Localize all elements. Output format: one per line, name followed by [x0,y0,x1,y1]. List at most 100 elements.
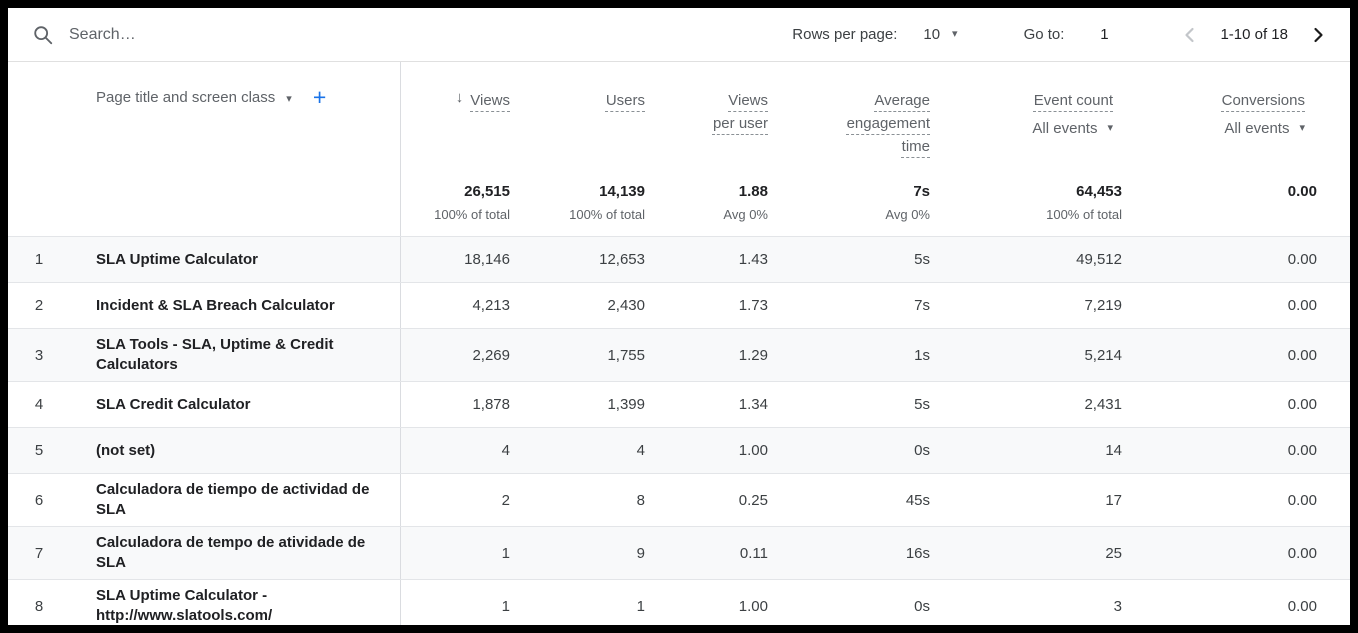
event-count-cell: 2,431 [1084,396,1122,413]
avg-engagement-time-cell: 7s [914,297,930,314]
users-cell: 1 [636,597,645,615]
total-event-count: 64,453 100% of total [1046,183,1122,222]
page-title-cell: SLA Uptime Calculator [96,250,258,268]
next-page-button[interactable] [1304,21,1332,49]
header-index-spacer [8,62,70,170]
page-title-cell: SLA Credit Calculator [96,395,251,413]
table-row: 2 Incident & SLA Breach Calculator 4,213… [8,282,1350,328]
column-header-label: Conversions [1221,92,1305,109]
table-header-row: Page title and screen class ▾ + ↓ Views … [8,62,1350,170]
total-views-per-user: 1.88 Avg 0% [723,183,768,222]
toolbar: Rows per page: 10 ▾ Go to: 1-10 of 18 [8,8,1350,62]
chevron-right-icon [1314,27,1323,42]
column-header-views-per-user[interactable]: Views per user [645,62,768,170]
conversions-cell: 0.00 [1287,297,1317,314]
views-cell: 4 [400,428,510,473]
views-cell: 18,146 [400,237,510,282]
page-title-cell: Incident & SLA Breach Calculator [96,296,335,314]
page-title-cell: SLA Uptime Calculator - http://www.slato… [96,587,273,624]
column-header-label: Views [470,92,510,109]
table-row: 6 Calculadora de tiempo de actividad de … [8,473,1350,526]
add-dimension-button[interactable]: + [312,84,327,110]
page-range-label: 1-10 of 18 [1220,26,1288,43]
events-filter-label: All events [1032,120,1098,137]
pagination-controls: Rows per page: 10 ▾ Go to: 1-10 of 18 [792,21,1332,49]
column-header-event-count[interactable]: Event count All events ▾ [930,62,1122,170]
chevron-left-icon [1185,27,1195,42]
rows-per-page-select[interactable]: 10 ▾ [923,26,957,43]
sort-descending-icon: ↓ [455,89,464,106]
event-count-cell: 49,512 [1076,251,1122,268]
users-cell: 12,653 [599,251,645,268]
column-header-label: Event count [1033,92,1113,109]
table-row: 7 Calculadora de tempo de atividade de S… [8,526,1350,579]
events-filter-label: All events [1224,120,1290,137]
avg-engagement-time-cell: 5s [914,251,930,268]
conversions-cell: 0.00 [1287,491,1317,509]
column-header-avg-engagement-time[interactable]: Average engagement time [768,62,930,170]
event-count-cell: 14 [1105,442,1122,459]
avg-engagement-time-cell: 0s [914,597,930,615]
views-per-user-cell: 1.73 [738,297,768,314]
row-index: 5 [34,442,44,459]
search-icon [34,25,53,44]
total-conversions: 0.00 [1287,183,1317,200]
table-row: 8 SLA Uptime Calculator - http://www.sla… [8,579,1350,625]
conversions-cell: 0.00 [1287,544,1317,562]
event-count-cell: 17 [1105,491,1122,509]
event-count-cell: 3 [1113,597,1122,615]
rows-per-page-value: 10 [923,26,941,43]
views-cell: 1 [400,580,510,625]
conversions-filter-dropdown[interactable]: All events ▾ [1224,120,1305,137]
event-count-filter-dropdown[interactable]: All events ▾ [1032,120,1113,137]
dropdown-caret-icon: ▾ [1299,122,1305,134]
conversions-cell: 0.00 [1287,346,1317,364]
column-header-label: Average engagement time [846,92,930,155]
avg-engagement-time-cell: 1s [914,346,930,364]
row-index: 2 [34,297,44,314]
views-per-user-cell: 1.29 [738,346,768,364]
views-per-user-cell: 1.43 [738,251,768,268]
search-input[interactable] [69,25,489,44]
event-count-cell: 25 [1105,544,1122,562]
column-header-label: Views per user [712,92,768,132]
dimension-label: Page title and screen class [96,89,276,106]
views-cell: 1 [400,527,510,579]
views-cell: 2,269 [400,329,510,381]
total-users: 14,139 100% of total [569,183,645,222]
page-title-cell: SLA Tools - SLA, Uptime & Credit Calcula… [96,336,334,373]
table-row: 4 SLA Credit Calculator 1,878 1,399 1.34… [8,381,1350,427]
dimension-selector[interactable]: Page title and screen class ▾ + [70,62,400,170]
totals-row: 26,515 100% of total 14,139 100% of tota… [8,170,1350,236]
avg-engagement-time-cell: 0s [914,442,930,459]
event-count-cell: 5,214 [1084,346,1122,364]
column-header-views[interactable]: ↓ Views [400,62,510,170]
avg-engagement-time-cell: 45s [905,491,930,509]
column-header-users[interactable]: Users [510,62,645,170]
users-cell: 8 [636,491,645,509]
analytics-report-panel: Rows per page: 10 ▾ Go to: 1-10 of 18 [8,8,1350,625]
views-cell: 4,213 [400,283,510,328]
row-index: 8 [34,597,44,615]
rows-per-page-label: Rows per page: [792,26,898,43]
conversions-cell: 0.00 [1287,396,1317,413]
users-cell: 9 [636,544,645,562]
previous-page-button[interactable] [1176,21,1204,49]
users-cell: 4 [636,442,645,459]
column-header-label: Users [605,92,645,109]
users-cell: 2,430 [607,297,645,314]
search-bar [32,24,792,46]
conversions-cell: 0.00 [1287,442,1317,459]
row-index: 3 [34,346,44,364]
go-to-input[interactable] [1080,26,1129,43]
total-views: 26,515 100% of total [400,170,510,236]
column-header-conversions[interactable]: Conversions All events ▾ [1122,62,1350,170]
event-count-cell: 7,219 [1084,297,1122,314]
views-per-user-cell: 0.25 [738,491,768,509]
table-row: 3 SLA Tools - SLA, Uptime & Credit Calcu… [8,328,1350,381]
table-row: 5 (not set) 4 4 1.00 0s 14 0.00 [8,427,1350,473]
row-index: 4 [34,396,44,413]
views-per-user-cell: 1.00 [738,597,768,615]
dropdown-caret-icon: ▾ [952,28,958,40]
users-cell: 1,755 [607,346,645,364]
